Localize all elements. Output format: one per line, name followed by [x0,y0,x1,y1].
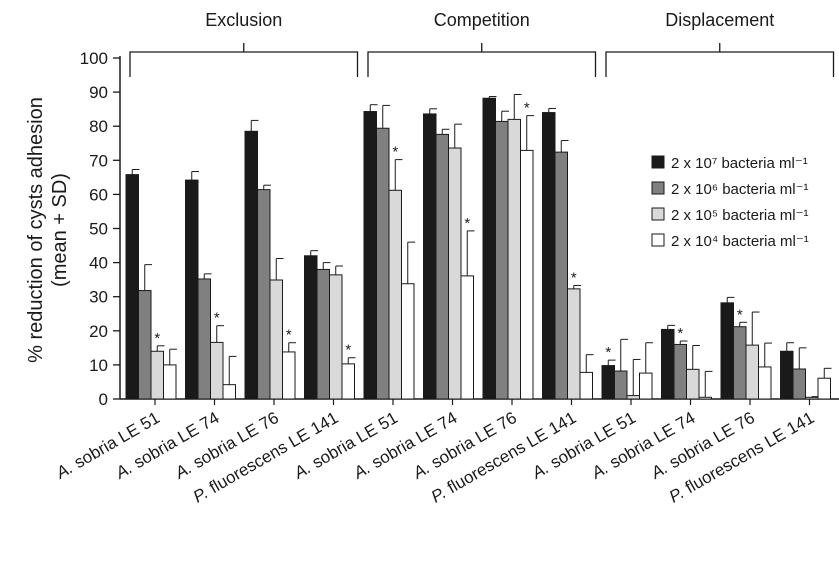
bar [125,174,139,400]
legend-label: 2 x 10⁷ bacteria ml⁻¹ [671,155,808,172]
bar [805,396,819,400]
y-axis-label: % reduction of cysts adhesion (mean + SD… [25,97,71,363]
bar [745,344,759,400]
bar [673,343,687,400]
bar [601,365,615,400]
bar [163,364,177,400]
bar [244,130,258,400]
bar [210,341,224,400]
bar [495,120,509,400]
bar [792,368,806,400]
bar [185,179,199,400]
bar [316,268,330,400]
legend-swatch [651,207,665,221]
bar [435,133,449,400]
bar [222,384,236,400]
y-axis-label-line1: % reduction of cysts adhesion [25,97,47,363]
x-tick-labels: A. sobria LE 51A. sobria LE 74A. sobria … [52,399,818,507]
bar [626,395,640,400]
significance-marker: * [154,330,160,347]
bar [733,326,747,400]
y-tick-label: 90 [89,83,108,102]
bar [304,255,318,400]
group-bracket [367,43,597,77]
bars: * * * * * * * * * * * [125,93,832,400]
group-label: Exclusion [205,10,282,30]
y-tick-label: 10 [89,356,108,375]
bar [482,97,496,400]
bar [401,283,415,400]
bar [554,151,568,400]
bar [542,112,556,400]
bar [376,127,390,400]
bar [507,118,521,400]
y-tick-label: 40 [89,254,108,273]
y-tick-label: 100 [80,49,108,68]
significance-marker: * [677,325,683,342]
y-tick-label: 20 [89,322,108,341]
y-tick-label: 70 [89,151,108,170]
group-bracket [129,43,359,77]
legend-label: 2 x 10⁶ bacteria ml⁻¹ [671,181,808,198]
legend-label: 2 x 10⁴ bacteria ml⁻¹ [671,233,809,250]
significance-marker: * [571,269,577,286]
bar [817,377,831,400]
bar [257,189,271,400]
bar [282,351,296,400]
axes [119,56,839,400]
y-ticks: 0 10 20 30 40 50 60 70 80 90 100 [80,49,120,409]
bar [579,371,593,400]
significance-marker: * [464,215,470,232]
bar [614,370,628,400]
bar [197,278,211,400]
bar [698,396,712,400]
bar [138,290,152,400]
bar [780,350,794,400]
bar [567,288,581,400]
y-axis-label-line2: (mean + SD) [49,173,71,287]
legend-swatch [651,233,665,247]
bar [150,350,164,400]
group-bracket [605,43,835,77]
significance-marker: * [345,342,351,359]
y-tick-label: 60 [89,185,108,204]
group-label: Displacement [665,10,774,30]
bar [686,368,700,400]
bar [388,189,402,400]
legend: 2 x 10⁷ bacteria ml⁻¹ 2 x 10⁶ bacteria ml… [651,155,809,250]
bar [448,147,462,400]
significance-marker: * [737,306,743,323]
significance-marker: * [524,100,530,117]
bar [269,279,283,400]
y-tick-label: 30 [89,288,108,307]
group-brackets: Exclusion Competition Displacement [129,10,835,77]
bar [661,328,675,400]
bar [423,113,437,400]
group-label: Competition [434,10,530,30]
bar [758,366,772,400]
significance-marker: * [605,344,611,361]
bar [363,111,377,400]
y-tick-label: 0 [99,390,108,409]
significance-marker: * [214,310,220,327]
legend-swatch [651,181,665,195]
y-tick-label: 50 [89,220,108,239]
significance-marker: * [392,144,398,161]
bar [341,363,355,400]
legend-label: 2 x 10⁵ bacteria ml⁻¹ [671,207,809,224]
bar [720,302,734,400]
legend-swatch [651,155,665,169]
bar [460,275,474,400]
bar [520,149,534,400]
bar [639,372,653,400]
bar [329,274,343,400]
y-tick-label: 80 [89,117,108,136]
significance-marker: * [286,327,292,344]
